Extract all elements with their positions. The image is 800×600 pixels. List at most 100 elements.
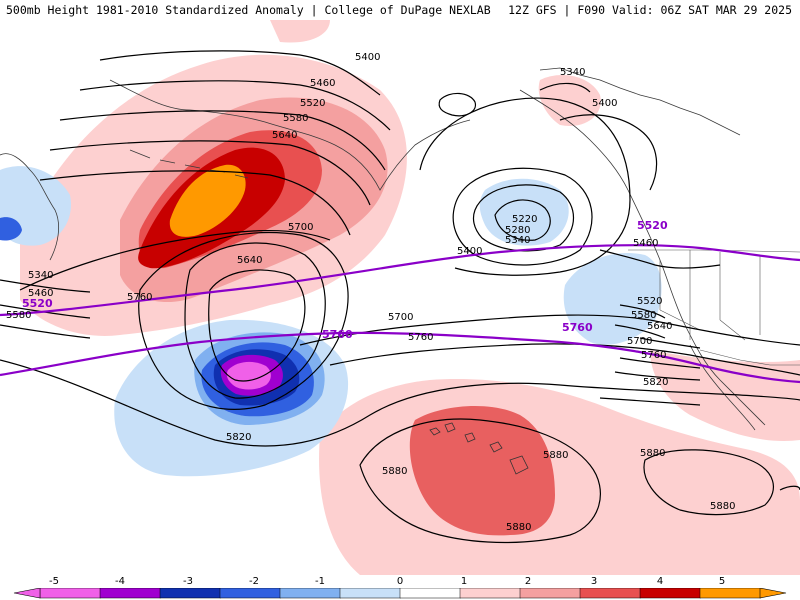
anomaly-fill-minus2-west-edge	[0, 217, 22, 241]
contour-5700-coast	[619, 357, 701, 369]
reference-contours	[0, 244, 800, 384]
contour-label: 5340	[560, 67, 585, 78]
contour-labels: 5400 5460 5520 5580 5640 5700 5640 5760 …	[6, 52, 735, 533]
colorbar-strip	[13, 588, 787, 599]
contour-label: 5820	[226, 432, 251, 443]
colorbar-cell	[99, 588, 161, 599]
contour-label: 5640	[647, 321, 672, 332]
contour-5820-west	[0, 359, 800, 447]
map-canvas: 5400 5460 5520 5580 5640 5700 5640 5760 …	[0, 20, 800, 575]
colorbar-cell	[39, 588, 101, 599]
contour-label: 5700	[288, 222, 313, 233]
contour-5640-loop	[208, 269, 306, 382]
colorbar-cell	[459, 588, 521, 599]
colorbar-tick-label: 1	[460, 576, 468, 587]
contour-5400-trough	[419, 97, 631, 276]
contour-label: 5760	[127, 292, 152, 303]
contour-label: 5580	[6, 310, 31, 321]
colorbar-cell	[699, 588, 761, 599]
colorbar-cell	[159, 588, 221, 599]
colorbar-cell	[639, 588, 701, 599]
contour-5340-northeast	[539, 82, 591, 93]
anomaly-fill-plus1-north-strip	[270, 20, 330, 43]
island-big-island	[509, 455, 529, 475]
colorbar-cell	[579, 588, 641, 599]
coastline-gulf-alaska	[519, 89, 766, 426]
contour-label: 5460	[310, 78, 335, 89]
contour-5820-coast	[599, 397, 701, 406]
contour-label: 5760	[641, 350, 666, 361]
contour-5760-loop	[138, 231, 349, 410]
contour-label: 5400	[355, 52, 380, 63]
contour-label: 5880	[710, 501, 735, 512]
contour-5520-coast	[619, 304, 666, 319]
contour-5880-hawaii	[359, 418, 601, 544]
colorbar-cell	[399, 588, 461, 599]
contour-5400-west	[99, 50, 381, 96]
positive-anomaly-fills	[20, 20, 800, 575]
model-run-info: 12Z GFS | F090 Valid: 06Z SAT MAR 29 202…	[508, 3, 792, 17]
colorbar-tick-label: -4	[115, 576, 125, 587]
anomaly-map: 5400 5460 5520 5580 5640 5700 5640 5760 …	[0, 20, 800, 575]
colorbar-tick-label: 0	[396, 576, 404, 587]
contour-low-closed	[438, 92, 477, 117]
contour-5460-coast	[599, 249, 721, 269]
contour-label: 5760	[408, 332, 433, 343]
contour-5700-loop	[184, 242, 326, 399]
reference-label: 5520	[22, 297, 53, 310]
colorbar-tick-label: -5	[49, 576, 59, 587]
colorbar-cell	[219, 588, 281, 599]
contour-5700-central	[299, 314, 800, 346]
purple-5760	[0, 331, 800, 384]
contour-5580-coast	[614, 324, 666, 339]
contour-label: 5520	[300, 98, 325, 109]
anomaly-fill-minus1-california	[563, 253, 662, 345]
purple-5520	[0, 244, 800, 317]
contour-label: 5700	[388, 312, 413, 323]
colorbar-tick-label: -1	[315, 576, 325, 587]
island-maui	[489, 441, 503, 453]
coastline-baja	[689, 344, 756, 431]
title-bar: 500mb Height 1981-2010 Standardized Anom…	[0, 0, 800, 20]
contour-5880-east	[643, 449, 774, 516]
contour-label: 5460	[28, 288, 53, 299]
coastline-aleutians	[129, 149, 249, 179]
coastline-canada	[539, 67, 741, 136]
colorbar-tick-label: 2	[524, 576, 532, 587]
reference-label: 5760	[322, 328, 353, 341]
colorbar-tick-label: 5	[718, 576, 726, 587]
contour-label: 5400	[457, 246, 482, 257]
contour-label: 5880	[506, 522, 531, 533]
colorbar-left-arrow	[13, 588, 41, 599]
colorbar-cells	[39, 588, 761, 599]
contour-label: 5400	[592, 98, 617, 109]
contour-label: 5880	[640, 448, 665, 459]
contour-5580-left	[0, 324, 91, 339]
contour-label: 5880	[382, 466, 407, 477]
contour-5460-west	[79, 80, 391, 131]
political-boundaries	[628, 249, 800, 366]
contour-label: 5460	[633, 238, 658, 249]
colorbar-cell	[279, 588, 341, 599]
anomaly-fill-plus5-northwest	[169, 164, 246, 237]
contour-5280-low	[472, 184, 574, 252]
island-oahu	[464, 432, 476, 443]
contour-5340-left	[0, 279, 91, 293]
contour-5580-west	[49, 140, 371, 206]
contour-label: 5700	[627, 336, 652, 347]
colorbar-tick-label: -2	[249, 576, 259, 587]
hawaii-islands	[429, 422, 529, 475]
anomaly-colorbar: -5 -4 -3 -2 -1 0 1 2 3 4 5	[0, 575, 800, 600]
contour-label: 5220	[512, 214, 537, 225]
contour-5700-west	[19, 229, 331, 291]
colorbar-cell	[339, 588, 401, 599]
contour-label: 5340	[28, 270, 53, 281]
contour-label: 5640	[272, 130, 297, 141]
contour-5220-low	[494, 199, 551, 241]
contour-label: 5880	[543, 450, 568, 461]
contour-label: 5280	[505, 225, 530, 236]
colorbar-tick-label: 4	[656, 576, 664, 587]
contour-label: 5340	[505, 235, 530, 246]
contour-label: 5520	[637, 296, 662, 307]
contour-label: 5580	[283, 113, 308, 124]
